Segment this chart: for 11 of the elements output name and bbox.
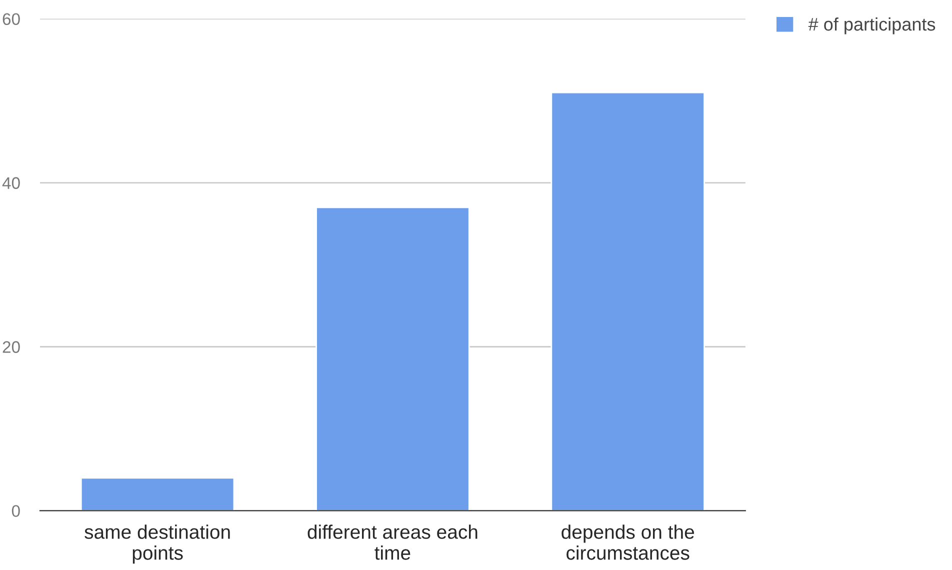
x-tick-label: same destination points: [84, 524, 230, 564]
y-tick-label: 20: [2, 341, 20, 353]
y-tick-label: 0: [12, 505, 20, 517]
bar: [80, 477, 235, 511]
x-tick-label: depends on the circumstances: [562, 524, 694, 560]
y-tick-label: 40: [2, 177, 20, 189]
bar: [316, 206, 470, 511]
y-tick-label: 60: [2, 13, 20, 26]
legend-label: # of participants: [808, 17, 936, 34]
x-tick-label: different areas each time: [308, 524, 478, 560]
bar: [550, 92, 705, 511]
